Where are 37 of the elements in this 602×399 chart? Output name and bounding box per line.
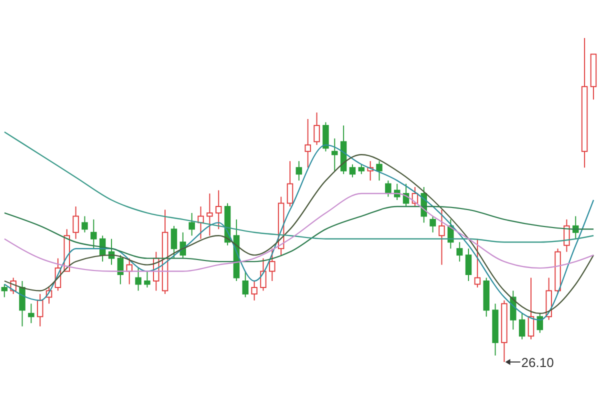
candlestick [82, 216, 88, 233]
candlestick [314, 112, 320, 146]
candlestick [1, 284, 8, 298]
candlestick [349, 164, 356, 178]
candlestick [90, 218, 97, 250]
candlestick [438, 209, 445, 266]
candlestick [385, 180, 392, 198]
candlestick [376, 160, 382, 182]
candlestick [251, 280, 258, 301]
candlestick [322, 122, 329, 152]
candlestick [215, 190, 222, 230]
candlestick [72, 206, 79, 240]
candlestick [144, 270, 150, 288]
candlestick [135, 268, 142, 292]
candlestick [430, 216, 436, 233]
candlestick [332, 138, 338, 172]
candlestick [170, 225, 178, 259]
candlestick [456, 242, 463, 262]
candlestick [36, 293, 44, 327]
candlestick [304, 118, 311, 168]
candlestick [358, 164, 365, 175]
candlestick [188, 212, 195, 236]
candlestick [198, 206, 204, 240]
candlestick [269, 248, 276, 282]
candlestick [518, 312, 526, 340]
candlestick [206, 193, 213, 236]
annotation: 26.10 [521, 355, 554, 370]
candlestick [564, 218, 570, 252]
candlestick [465, 248, 472, 282]
candlestick [296, 160, 302, 182]
candlestick [528, 277, 534, 340]
candlestick [28, 303, 34, 324]
candlestick [260, 258, 266, 292]
candlestick [19, 280, 26, 327]
candlestick [286, 160, 294, 207]
candlestick [474, 238, 481, 288]
candlestick [242, 270, 249, 298]
